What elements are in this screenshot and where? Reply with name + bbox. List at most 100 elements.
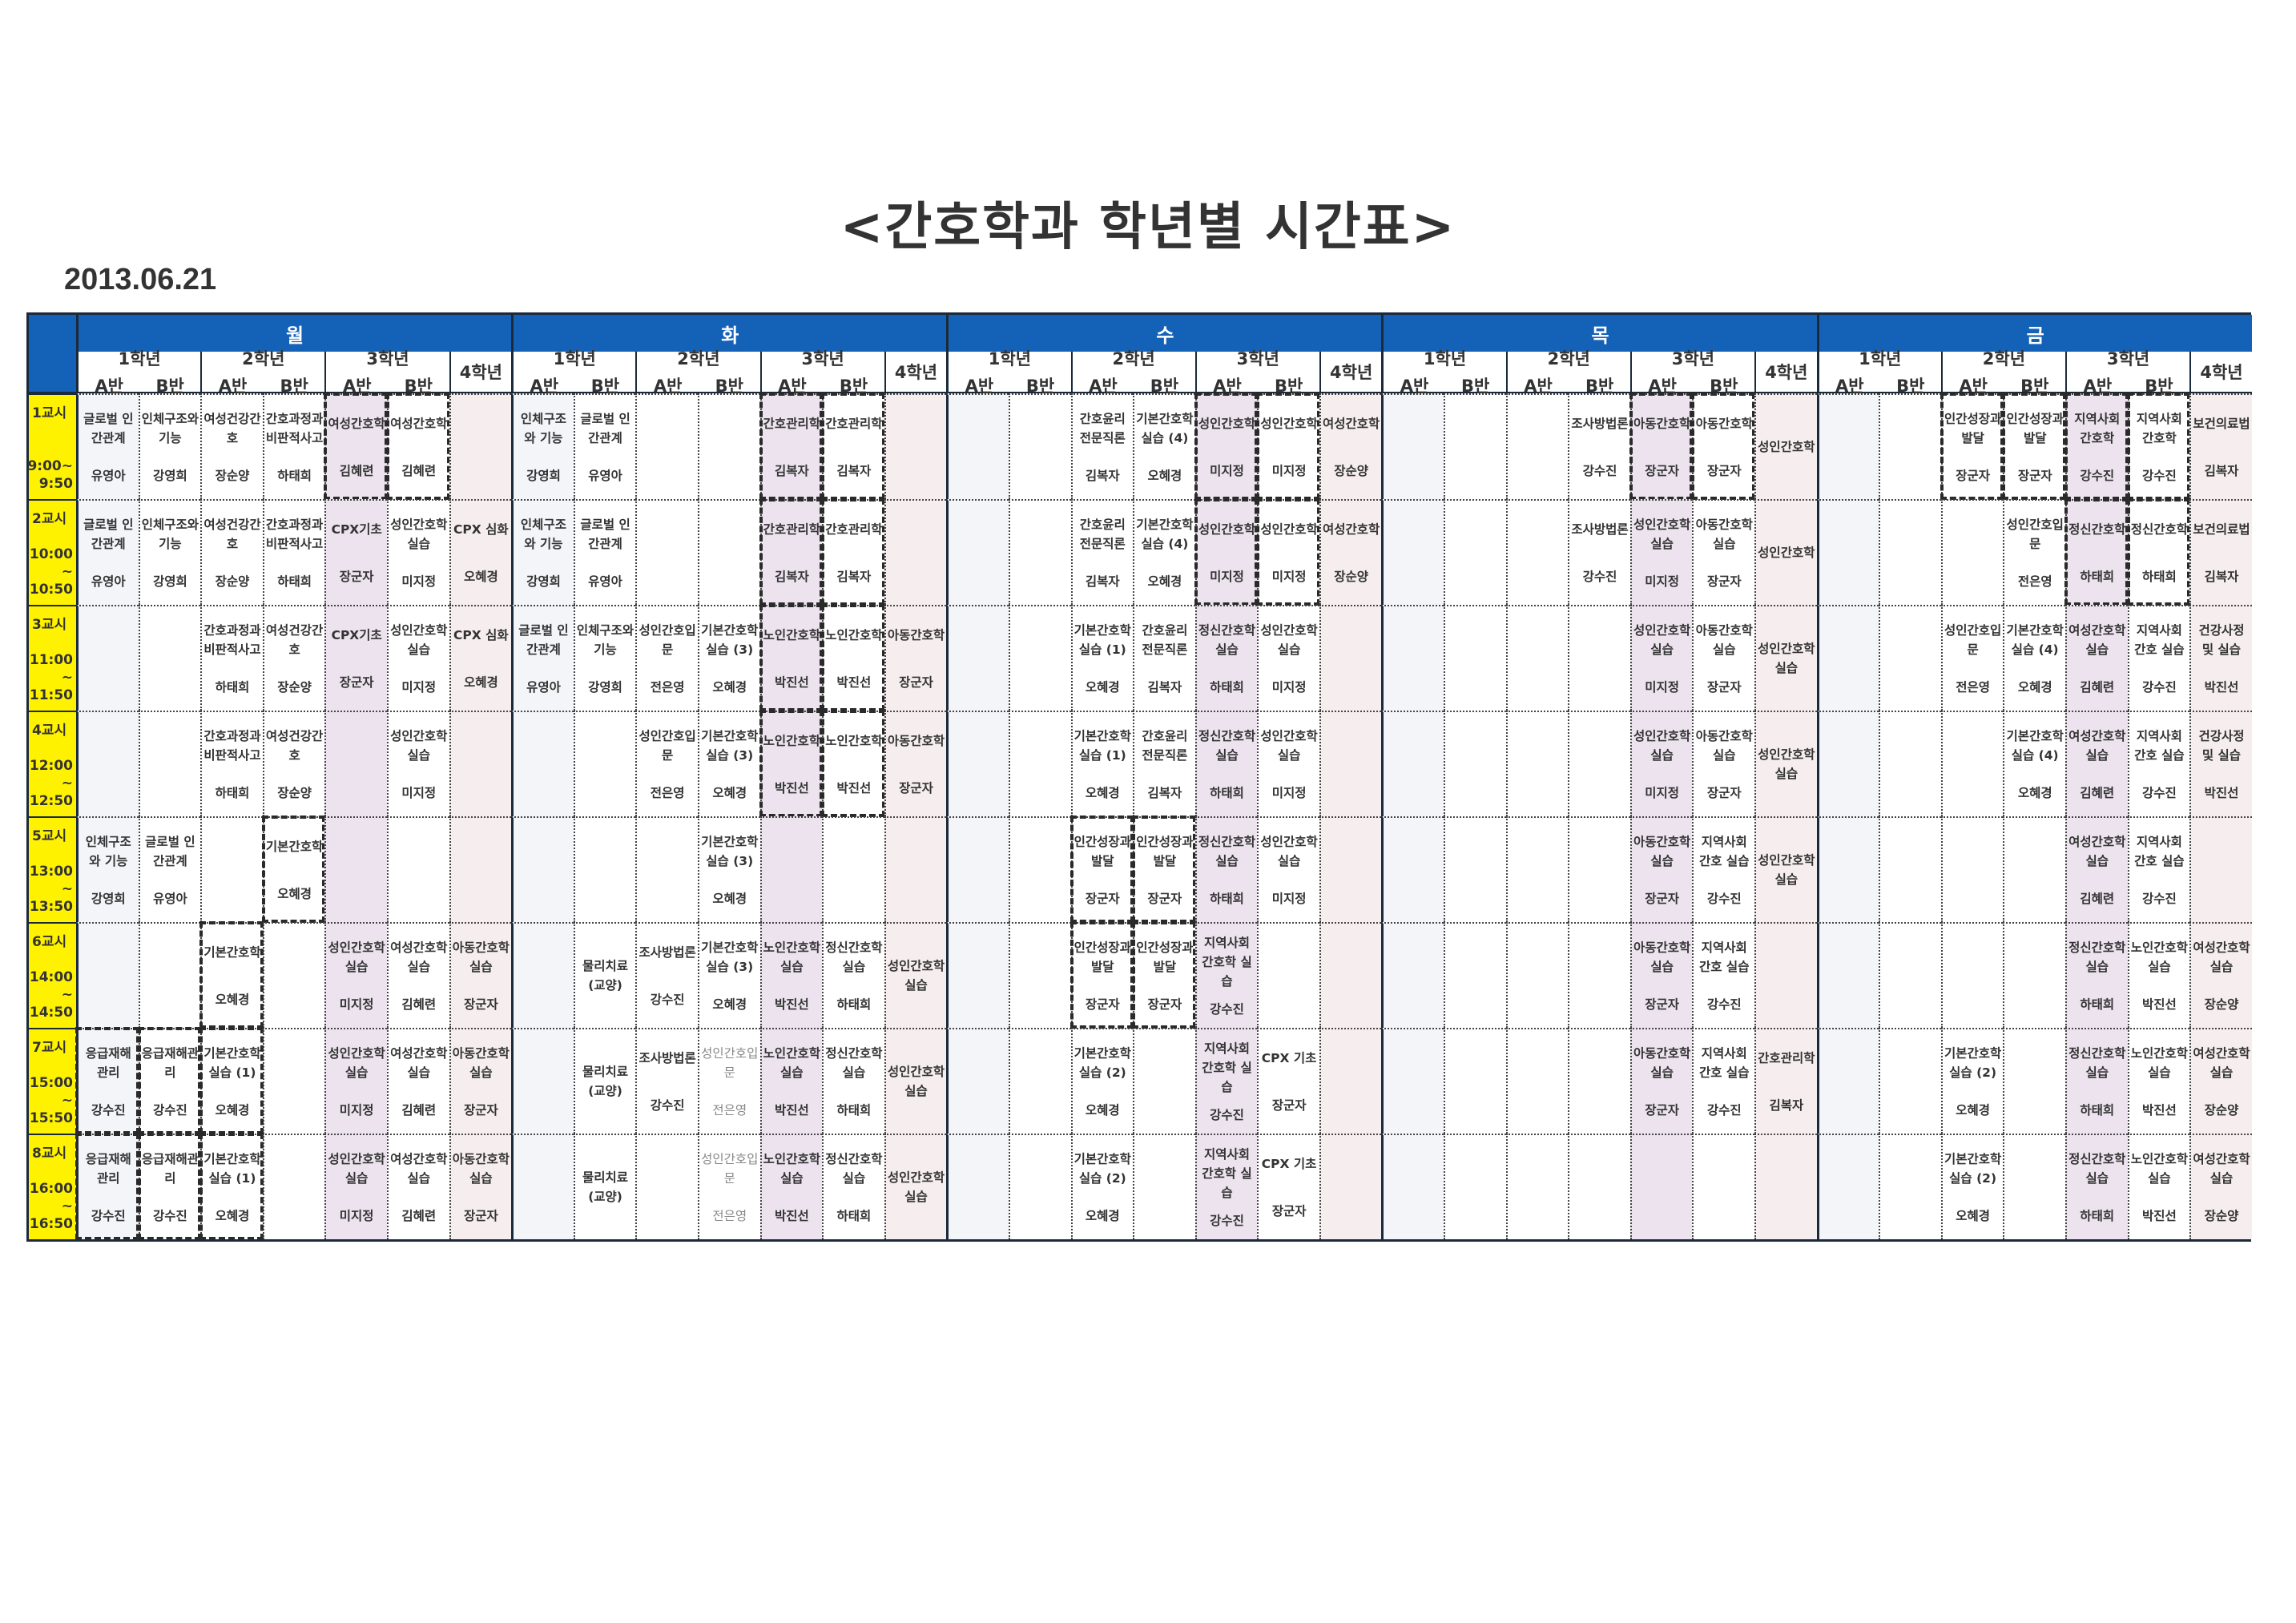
- course-name: 아동간호학 실습: [1633, 1045, 1691, 1080]
- class-label: B반: [1896, 377, 1925, 396]
- empty-cell: [1940, 711, 2004, 816]
- course-name: 아동간호학 실습: [452, 940, 510, 974]
- empty-cell: [635, 393, 698, 499]
- period-label: 1교시 9:00~ 9:50: [27, 393, 76, 499]
- period-label: 2교시 10:00 ~10:50: [29, 499, 76, 605]
- instructor-name: 박진선: [2142, 997, 2177, 1012]
- course-name: 노인간호학: [763, 627, 820, 642]
- class-label: B반: [715, 377, 743, 396]
- empty-cell: [1879, 1134, 1941, 1239]
- empty-cell: [946, 711, 1009, 816]
- empty-cell: [1505, 922, 1569, 1028]
- course-name: 정신간호학 실습: [825, 1151, 883, 1186]
- grade-label: 4학년: [459, 363, 502, 382]
- empty-cell: [1008, 816, 1071, 922]
- empty-cell: [2003, 1028, 2065, 1134]
- class-cell: 노인간호학 실습 박진선: [2127, 1028, 2190, 1134]
- instructor-name: 하태희: [1210, 679, 1244, 695]
- period-time-line: 14:00: [29, 969, 73, 985]
- course-name: 글로벌 인간관계: [83, 517, 134, 551]
- grade-label: 4학년: [2200, 363, 2243, 382]
- course-name: 여성간호학 실습: [390, 940, 448, 974]
- period-label: 4교시 12:00 ~12:50: [29, 711, 76, 816]
- class-cell: 여성건강간호 장순양: [200, 499, 263, 605]
- course-name: 노인간호학: [825, 733, 883, 748]
- empty-cell: [1319, 1028, 1382, 1134]
- instructor-name: 미지정: [1271, 785, 1307, 800]
- instructor-name: 강영희: [153, 468, 187, 483]
- instructor-name: 오혜경: [712, 785, 747, 800]
- course-name: 정신간호학 실습: [1198, 622, 1256, 657]
- empty-cell: [1816, 1134, 1879, 1239]
- class-label: A반: [530, 377, 559, 396]
- class-label: B반: [155, 377, 184, 396]
- instructor-name: 전은영: [650, 785, 685, 800]
- instructor-name: 강수진: [2142, 891, 2177, 906]
- empty-cell: [884, 816, 947, 922]
- course-name: 응급재해관리: [85, 1151, 131, 1186]
- grade-header: 4학년: [1319, 352, 1382, 393]
- class-cell: 보건의료법 김복자: [2189, 393, 2252, 499]
- empty-cell: [1940, 922, 2004, 1028]
- class-cell: 지역사회 간호학 실습 강수진: [1194, 1028, 1258, 1134]
- empty-cell: [1381, 711, 1444, 816]
- class-cell: 지역사회 간호 실습 강수진: [2127, 711, 2190, 816]
- course-name: CPX기초: [331, 522, 382, 537]
- course-name: 성인간호입문: [2006, 517, 2064, 551]
- day-name: 화: [721, 324, 739, 347]
- empty-cell: [1879, 393, 1941, 499]
- course-name: 여성건강간호: [265, 622, 324, 657]
- empty-cell: [1879, 711, 1941, 816]
- instructor-name: 유영아: [91, 574, 126, 589]
- class-label: A반: [2083, 377, 2113, 396]
- empty-cell: [1568, 1134, 1630, 1239]
- instructor-name: 장군자: [1645, 463, 1680, 478]
- instructor-name: 강수진: [1210, 1107, 1244, 1122]
- class-cell: 성인간호학 실습: [1754, 605, 1817, 711]
- class-cell: 성인간호학 미지정: [1256, 498, 1320, 606]
- instructor-name: 김혜련: [2080, 679, 2115, 695]
- instructor-name: 미지정: [1271, 679, 1307, 695]
- course-name: 기본간호학 실습 (2): [1073, 1151, 1131, 1186]
- class-cell: 노인간호학 실습 박진선: [759, 1028, 823, 1134]
- class-cell: 간호윤리 전문직론 김복자: [1133, 605, 1195, 711]
- instructor-name: 미지정: [339, 997, 374, 1012]
- instructor-name: 장군자: [2017, 468, 2052, 483]
- empty-cell: [76, 711, 139, 816]
- class-cell: 성인간호입문 전은영: [635, 605, 698, 711]
- instructor-name: 전은영: [650, 679, 685, 695]
- course-name: 인간성장과 발달: [1073, 834, 1131, 868]
- course-name: 지역사회 간호학: [2074, 411, 2121, 445]
- class-cell: 아동간호학 실습 장군자: [449, 922, 512, 1028]
- empty-cell: [946, 922, 1009, 1028]
- period-time-line: 12:00: [29, 758, 73, 774]
- instructor-name: 장군자: [1147, 997, 1182, 1012]
- period-time-line: ~: [61, 987, 73, 1003]
- grade-label: 2학년: [1982, 349, 2026, 368]
- class-cell: 기본간호학 실습 (3) 오혜경: [697, 605, 760, 711]
- instructor-name: 강수진: [1582, 463, 1617, 478]
- instructor-name: 박진선: [774, 997, 809, 1012]
- course-name: 간호관리학: [763, 522, 820, 537]
- empty-cell: [138, 922, 201, 1028]
- course-name: 성인간호학 실습: [1633, 517, 1691, 551]
- course-name: 보건의료법: [2193, 522, 2250, 537]
- period-name: 3교시: [32, 617, 67, 633]
- class-cell: 아동간호학 실습 장군자: [1629, 1028, 1693, 1134]
- instructor-name: 하태희: [215, 785, 250, 800]
- course-name: 인체구조와 기능: [141, 517, 199, 551]
- empty-cell: [1879, 922, 1941, 1028]
- empty-cell: [1940, 499, 2004, 605]
- class-labels: A반 B반: [326, 373, 449, 397]
- period-time-line: 13:50: [29, 899, 73, 915]
- instructor-name: 강수진: [2142, 468, 2177, 483]
- empty-cell: [1816, 711, 1879, 816]
- period-name: 5교시: [32, 828, 67, 844]
- instructor-name: 오혜경: [215, 1102, 250, 1118]
- class-labels: A반 B반: [949, 373, 1070, 397]
- document-date: 2013.06.21: [64, 263, 217, 296]
- instructor-name: 김혜련: [339, 463, 374, 478]
- course-name: 성인간호학 실습: [390, 517, 448, 551]
- course-name: 간호과정과 비판적사고: [203, 622, 261, 657]
- class-cell: 성인간호학 실습 미지정: [324, 1134, 387, 1239]
